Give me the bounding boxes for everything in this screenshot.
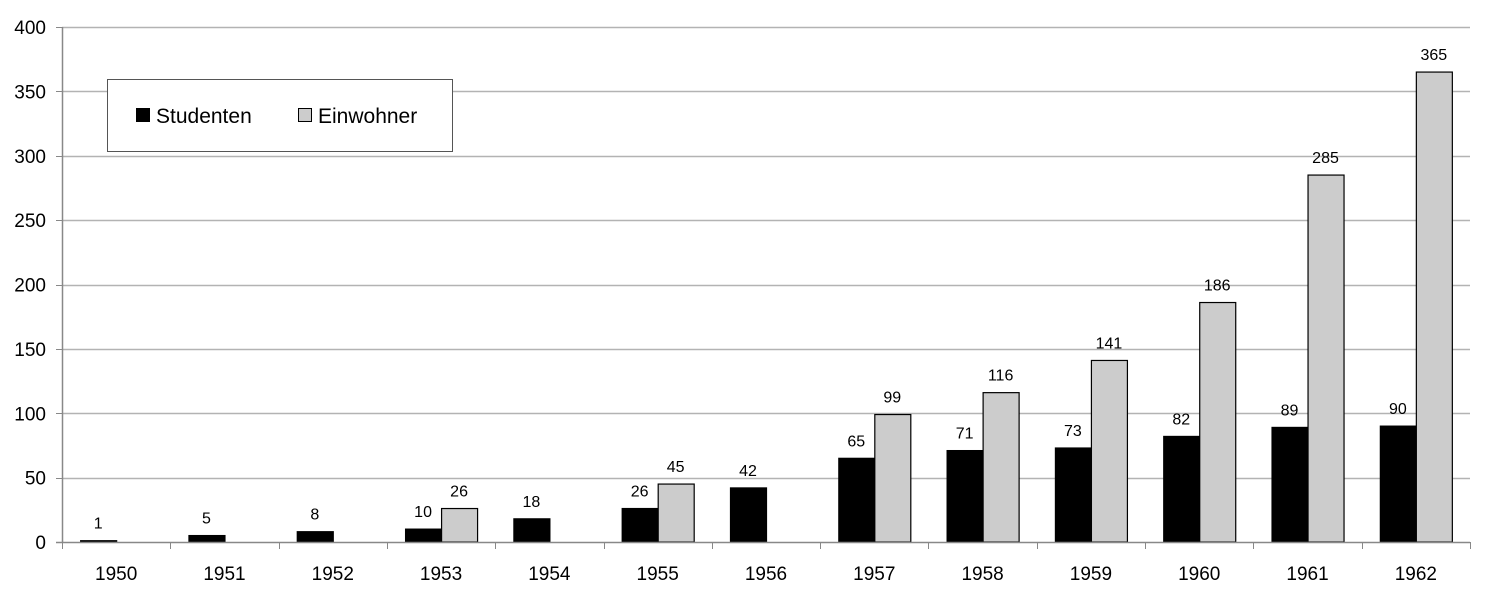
data-label-einwohner-1962: 365 — [1420, 47, 1447, 64]
data-label-studenten-1953: 10 — [414, 504, 432, 521]
legend-swatch-einwohner — [298, 108, 312, 122]
legend-label-studenten: Studenten — [156, 105, 252, 128]
bar-studenten-1958 — [946, 449, 984, 543]
data-label-studenten-1950: 1 — [94, 516, 103, 533]
bar-studenten-1957 — [838, 457, 876, 543]
data-label-einwohner-1957: 99 — [883, 390, 901, 407]
x-tick-label: 1955 — [637, 564, 679, 585]
x-tick-label: 1950 — [95, 564, 137, 585]
y-tick-label: 350 — [14, 82, 46, 103]
y-tick-label: 0 — [35, 533, 46, 554]
y-tick-label: 250 — [14, 211, 46, 232]
bar-einwohner-1959 — [1090, 359, 1129, 543]
data-label-studenten-1961: 89 — [1281, 402, 1299, 419]
data-label-einwohner-1953: 26 — [450, 484, 468, 501]
x-tick-label: 1960 — [1178, 564, 1220, 585]
y-tick-label: 150 — [14, 340, 46, 361]
data-label-studenten-1959: 73 — [1064, 423, 1082, 440]
legend-swatch-studenten — [136, 108, 150, 122]
x-tick-label: 1957 — [853, 564, 895, 585]
legend-box — [107, 79, 453, 152]
bar-studenten-1962 — [1379, 425, 1417, 543]
y-tick-label: 200 — [14, 276, 46, 297]
bar-studenten-1955 — [621, 507, 659, 543]
data-label-studenten-1957: 65 — [847, 433, 865, 450]
data-label-einwohner-1961: 285 — [1312, 150, 1339, 167]
bar-einwohner-1960 — [1199, 301, 1237, 543]
x-tick-label: 1953 — [420, 564, 462, 585]
data-label-studenten-1954: 18 — [522, 494, 540, 511]
bar-einwohner-1953 — [440, 507, 479, 543]
x-tick-label: 1958 — [961, 564, 1003, 585]
data-label-einwohner-1955: 45 — [667, 459, 685, 476]
legend: Studenten Einwohner — [107, 79, 453, 152]
bar-studenten-1961 — [1271, 426, 1309, 543]
data-label-studenten-1955: 26 — [631, 484, 649, 501]
data-label-studenten-1962: 90 — [1389, 401, 1407, 418]
x-tick-label: 1951 — [203, 564, 245, 585]
data-label-studenten-1951: 5 — [202, 511, 211, 528]
data-labels: 1 5 8 10 26 18 26 45 42 65 99 71 116 73 141 82 186 89 285 9… — [94, 47, 1448, 533]
bar-einwohner-1958 — [982, 392, 1020, 543]
axes: 0 50 100 150 200 250 300 350 400 1950 1951 1952 1953… — [14, 18, 1471, 585]
x-tick-label: 1962 — [1395, 564, 1437, 585]
bar-einwohner-1961 — [1307, 174, 1345, 543]
x-tick-label: 1952 — [312, 564, 354, 585]
bar-studenten-1952 — [296, 531, 334, 543]
x-tick-label: 1961 — [1286, 564, 1328, 585]
x-tick-label: 1956 — [745, 564, 787, 585]
data-label-studenten-1952: 8 — [310, 507, 319, 524]
x-tick-label: 1959 — [1070, 564, 1112, 585]
bar-studenten-1951 — [188, 534, 226, 543]
bar-studenten-1959 — [1054, 447, 1093, 543]
bar-studenten-1953 — [404, 528, 443, 543]
bar-einwohner-1955 — [657, 483, 695, 543]
data-label-einwohner-1958: 116 — [988, 368, 1014, 385]
bars — [80, 71, 1453, 543]
x-tick-label: 1954 — [528, 564, 571, 585]
legend-label-einwohner: Einwohner — [318, 105, 417, 128]
data-label-studenten-1956: 42 — [739, 463, 757, 480]
data-label-studenten-1958: 71 — [956, 426, 974, 443]
data-label-einwohner-1959: 141 — [1096, 335, 1123, 352]
bar-studenten-1960 — [1163, 435, 1201, 543]
y-tick-label: 300 — [14, 147, 46, 168]
y-tick-label: 400 — [14, 18, 46, 39]
bar-studenten-1954 — [513, 518, 551, 543]
bar-einwohner-1962 — [1415, 71, 1453, 543]
data-label-studenten-1960: 82 — [1172, 411, 1190, 428]
data-label-einwohner-1960: 186 — [1204, 278, 1231, 295]
y-tick-label: 50 — [25, 469, 46, 490]
bar-studenten-1956 — [729, 487, 768, 543]
y-tick-label: 100 — [14, 404, 46, 425]
bar-einwohner-1957 — [874, 413, 912, 543]
